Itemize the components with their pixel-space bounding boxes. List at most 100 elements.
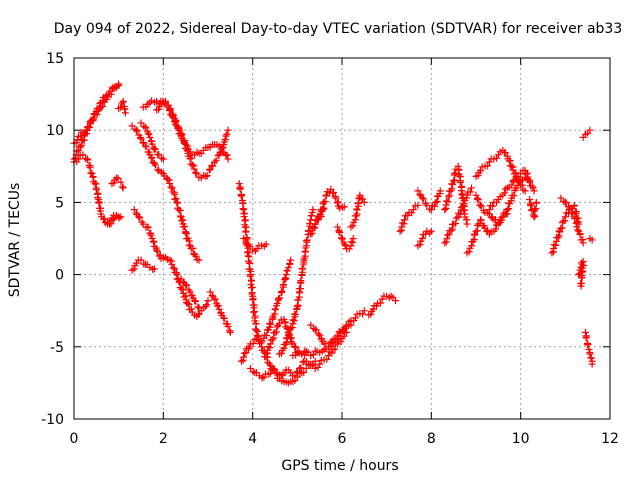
data-point	[172, 195, 180, 203]
data-point	[514, 182, 522, 190]
data-point	[345, 245, 353, 253]
data-point	[354, 200, 362, 208]
data-point	[82, 126, 90, 134]
data-point	[331, 345, 339, 353]
data-point	[183, 282, 191, 290]
data-point	[239, 205, 247, 213]
data-point	[181, 222, 189, 230]
data-point	[166, 105, 174, 113]
data-point	[432, 198, 440, 206]
data-point	[73, 136, 81, 144]
data-points	[70, 80, 596, 387]
data-point	[250, 308, 258, 316]
data-point	[172, 117, 180, 125]
data-point	[88, 170, 96, 178]
data-point	[418, 194, 426, 202]
data-point	[334, 223, 342, 231]
data-point	[311, 224, 319, 232]
data-point	[169, 264, 177, 272]
data-point	[409, 206, 417, 214]
data-point	[281, 276, 289, 284]
data-point	[309, 206, 317, 214]
data-point	[585, 345, 593, 353]
data-point	[216, 148, 224, 156]
data-point	[240, 349, 248, 357]
data-point	[136, 214, 144, 222]
data-point	[74, 155, 82, 163]
data-point	[117, 178, 125, 186]
data-point	[108, 214, 116, 222]
data-point	[570, 202, 578, 210]
data-point	[150, 159, 158, 167]
data-point	[150, 265, 158, 273]
data-point	[408, 209, 416, 217]
data-point	[148, 140, 156, 148]
data-point	[121, 105, 129, 113]
data-point	[307, 230, 315, 238]
data-point	[456, 210, 464, 218]
data-point	[249, 339, 257, 347]
data-point	[323, 355, 331, 363]
data-point	[114, 174, 122, 182]
data-point	[502, 210, 510, 218]
data-point	[86, 118, 94, 126]
data-point	[414, 201, 422, 209]
data-point	[396, 227, 404, 235]
data-point	[180, 139, 188, 147]
data-point	[300, 368, 308, 376]
data-point	[586, 126, 594, 134]
data-point	[492, 225, 500, 233]
data-point	[530, 213, 538, 221]
data-point	[471, 231, 479, 239]
data-point	[221, 136, 229, 144]
data-point	[217, 309, 225, 317]
data-point	[512, 172, 520, 180]
data-point	[342, 328, 350, 336]
data-point	[353, 206, 361, 214]
data-point	[164, 175, 172, 183]
data-point	[281, 274, 289, 282]
data-point	[528, 182, 536, 190]
data-point	[266, 370, 274, 378]
data-point	[416, 240, 424, 248]
data-point	[311, 357, 319, 365]
data-point	[136, 134, 144, 142]
data-point	[526, 178, 534, 186]
data-point	[144, 224, 152, 232]
data-point	[154, 166, 162, 174]
data-point	[273, 299, 281, 307]
data-point	[337, 338, 345, 346]
data-point	[107, 90, 115, 98]
data-point	[258, 374, 266, 382]
data-point	[175, 126, 183, 134]
data-point	[287, 256, 295, 264]
data-point	[276, 294, 284, 302]
data-point	[244, 345, 252, 353]
data-point	[100, 215, 108, 223]
data-point	[188, 291, 196, 299]
data-point	[474, 196, 482, 204]
data-point	[273, 369, 281, 377]
y-tick-label: 5	[55, 195, 64, 211]
data-point	[529, 184, 537, 192]
data-point	[193, 170, 201, 178]
data-point	[283, 267, 291, 275]
data-point	[159, 155, 167, 163]
data-point	[452, 219, 460, 227]
data-point	[145, 130, 153, 138]
data-point	[220, 314, 228, 322]
data-point	[208, 161, 216, 169]
data-point	[337, 234, 345, 242]
data-point	[93, 111, 101, 119]
data-point	[291, 372, 299, 380]
data-point	[84, 156, 92, 164]
data-point	[444, 231, 452, 239]
data-point	[311, 220, 319, 228]
data-point	[314, 363, 322, 371]
data-point	[328, 349, 336, 357]
data-point	[271, 306, 279, 314]
data-point	[284, 264, 292, 272]
data-point	[89, 173, 97, 181]
data-point	[176, 212, 184, 220]
data-point	[153, 246, 161, 254]
